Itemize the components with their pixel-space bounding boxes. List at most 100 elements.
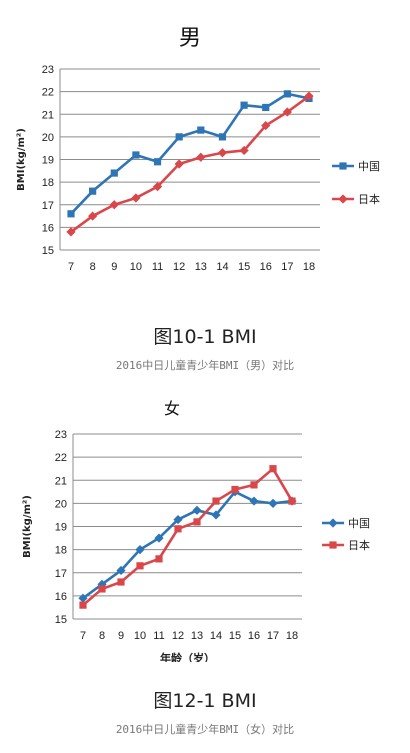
male-chart-ytick-label: 18 xyxy=(42,177,54,189)
female-chart-data-point-1 xyxy=(231,485,239,494)
bmi-chart-female: 女 15 16 17 18 19 20 21 22 23 7 8 9 10 11 12 13 14 15 16 17 18… xyxy=(22,399,370,662)
female-chart-data-point-1 xyxy=(79,601,87,609)
bmi-chart-male: 男 15 16 17 18 19 20 21 22 23 7 8 9 10 11 12 13 14 15 16 17 18… xyxy=(16,26,380,273)
female-chart-ytick-label: 17 xyxy=(55,568,67,580)
female-chart-data-point-1 xyxy=(288,497,296,505)
male-chart-data-point-0 xyxy=(283,90,291,98)
female-chart-xtick-label: 17 xyxy=(267,630,279,642)
female-chart-ytick-label: 23 xyxy=(55,429,67,441)
male-chart-ytick-label: 17 xyxy=(42,200,54,212)
female-chart-ytick-label: 22 xyxy=(55,452,67,464)
male-chart-data-point-0 xyxy=(110,169,118,177)
male-chart-xtick-label: 15 xyxy=(238,261,250,273)
female-chart-data-point-0 xyxy=(135,545,145,555)
female-chart-y-axis-title: BMI(kg/m²) xyxy=(22,495,33,558)
male-chart-xtick-label: 14 xyxy=(216,261,228,273)
male-chart-ytick-label: 21 xyxy=(42,109,54,121)
male-chart-legend-marker-1 xyxy=(338,194,348,204)
female-chart-legend-label-1: 日本 xyxy=(348,538,370,552)
female-chart-data-point-1 xyxy=(98,585,106,593)
female-chart-xtick-label: 14 xyxy=(210,630,222,642)
female-chart-data-point-1 xyxy=(174,525,182,533)
female-chart-ytick-label: 15 xyxy=(55,614,67,626)
male-chart-series-line-0 xyxy=(70,92,310,215)
figure-caption-male: 2016中日儿童青少年BMI（男）对比 xyxy=(115,359,295,372)
male-chart-ytick-label: 15 xyxy=(42,245,54,257)
male-chart-ytick-label: 19 xyxy=(42,155,54,167)
male-chart-data-point-1 xyxy=(109,200,119,210)
female-chart-ytick-label: 20 xyxy=(55,498,67,510)
male-chart-xtick-label: 10 xyxy=(130,261,142,273)
male-chart-xtick-label: 11 xyxy=(152,261,163,273)
male-chart-title: 男 xyxy=(179,26,201,51)
male-chart-data-point-0 xyxy=(67,210,75,218)
male-chart-xtick-label: 9 xyxy=(111,261,117,273)
female-chart-title: 女 xyxy=(164,399,180,418)
female-chart-ytick-label: 18 xyxy=(55,545,67,557)
male-chart-xtick-label: 16 xyxy=(260,261,272,273)
male-chart-data-point-1 xyxy=(131,193,141,203)
female-chart-data-point-0 xyxy=(173,514,183,525)
figure-label-male: 图10-1 BMI xyxy=(153,326,257,348)
female-chart-data-point-0 xyxy=(116,565,126,576)
female-chart-series-line-0 xyxy=(82,490,293,600)
female-chart-data-point-0 xyxy=(249,496,259,506)
female-chart-xtick-label: 11 xyxy=(153,630,164,642)
male-chart-xtick-label: 18 xyxy=(303,261,315,273)
figure-label-female: 图12-1 BMI xyxy=(153,690,257,712)
male-chart-legend-label-0: 中国 xyxy=(358,160,380,173)
male-chart-data-point-0 xyxy=(153,158,162,166)
female-chart-legend-marker-1 xyxy=(329,541,337,549)
male-chart-ytick-label: 23 xyxy=(42,64,54,76)
male-chart-data-point-0 xyxy=(197,126,205,134)
male-chart-data-point-0 xyxy=(218,133,227,141)
figure-caption-female: 2016中日儿童青少年BMI（女）对比 xyxy=(115,723,295,736)
female-chart-ytick-label: 16 xyxy=(55,591,67,603)
male-chart-data-point-1 xyxy=(282,107,292,117)
male-chart-xtick-label: 17 xyxy=(281,261,293,273)
female-chart-series-line-1 xyxy=(82,467,294,607)
female-chart-ytick-label: 21 xyxy=(55,475,67,487)
female-chart-x-axis-title: 年龄（岁） xyxy=(160,651,215,662)
male-chart-data-point-1 xyxy=(196,152,206,162)
female-chart-data-point-1 xyxy=(193,518,201,526)
male-chart-xtick-label: 8 xyxy=(90,261,96,273)
female-chart-xtick-label: 7 xyxy=(80,630,86,642)
female-chart-legend-label-0: 中国 xyxy=(348,517,370,530)
male-chart-legend-label-1: 日本 xyxy=(358,192,380,206)
female-chart-xtick-label: 18 xyxy=(286,630,298,642)
female-chart-data-point-0 xyxy=(211,510,221,520)
male-chart-data-point-0 xyxy=(175,133,183,141)
male-chart-series-line-1 xyxy=(70,95,310,233)
chart-panel-male: 男 15 16 17 18 19 20 21 22 23 7 8 9 10 11 12 13 14 15 16 17 18… xyxy=(0,0,410,280)
male-chart-data-point-1 xyxy=(217,148,228,158)
male-chart-data-point-1 xyxy=(88,211,98,221)
female-chart-xtick-label: 13 xyxy=(191,630,203,642)
female-chart-data-point-1 xyxy=(155,555,163,563)
female-chart-data-point-0 xyxy=(192,505,202,515)
female-chart-xtick-label: 15 xyxy=(229,630,241,642)
male-chart-data-point-1 xyxy=(239,145,249,156)
female-chart-data-point-1 xyxy=(136,562,144,570)
male-chart-y-axis-title: BMI(kg/m²) xyxy=(16,128,27,191)
male-chart-data-point-0 xyxy=(132,151,140,159)
female-chart-data-point-0 xyxy=(268,498,278,508)
male-chart-legend-marker-0 xyxy=(339,162,347,170)
female-chart-xtick-label: 8 xyxy=(99,630,105,642)
male-chart-xtick-label: 13 xyxy=(195,261,207,273)
female-chart-data-point-1 xyxy=(117,578,125,586)
female-chart-xtick-label: 10 xyxy=(134,630,146,642)
female-chart-xtick-label: 9 xyxy=(118,630,124,642)
male-chart-xtick-label: 12 xyxy=(173,261,185,273)
male-chart-data-point-0 xyxy=(240,101,248,109)
female-chart-legend-marker-0 xyxy=(328,518,338,528)
female-chart-data-point-1 xyxy=(269,465,277,473)
chart-panel-female: 女 15 16 17 18 19 20 21 22 23 7 8 9 10 11 12 13 14 15 16 17 18… xyxy=(0,392,410,662)
female-chart-data-point-1 xyxy=(250,481,258,489)
female-chart-ytick-label: 19 xyxy=(55,522,67,534)
male-chart-ytick-label: 16 xyxy=(42,222,54,234)
female-chart-xtick-label: 12 xyxy=(172,630,184,642)
male-chart-data-point-1 xyxy=(261,120,271,131)
male-chart-data-point-1 xyxy=(66,227,76,237)
male-chart-data-point-0 xyxy=(262,103,270,112)
